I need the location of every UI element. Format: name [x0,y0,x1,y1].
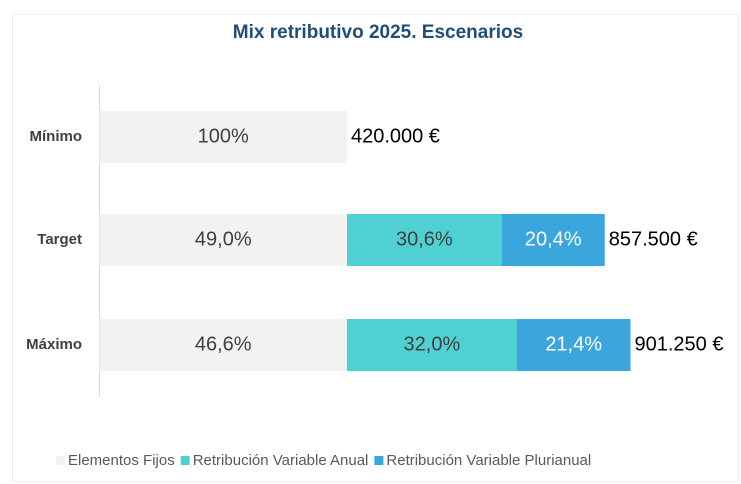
value-label: 20,4% [525,228,582,250]
bar-segment [516,319,631,371]
legend-label: Retribución Variable Plurianual [386,452,591,469]
value-label: 49,0% [195,228,252,250]
category-label: Target [37,231,82,248]
bar-segment [99,319,347,371]
bar-segment [347,214,502,266]
legend-label: Retribución Variable Anual [193,452,369,469]
value-label: 100% [198,125,249,147]
legend-swatch [374,456,384,465]
chart-title: Mix retributivo 2025. Escenarios [233,22,523,43]
bar-segment [346,319,517,371]
category-label: Mínimo [30,128,83,145]
value-label: 30,6% [396,228,453,250]
bar-segment [99,214,348,266]
total-label: 857.500 € [609,228,698,250]
bar-segment [501,214,605,266]
legend-swatch [180,456,190,465]
value-label: 21,4% [545,333,602,355]
legend-label: Elementos Fijos [68,452,175,469]
total-label: 901.250 € [635,333,724,355]
bar-segment [99,111,347,163]
legend-swatch [56,456,65,465]
value-label: 32,0% [404,333,461,355]
value-label: 46,6% [195,333,252,355]
category-label: Máximo [26,336,82,353]
total-label: 420.000 € [351,125,440,147]
